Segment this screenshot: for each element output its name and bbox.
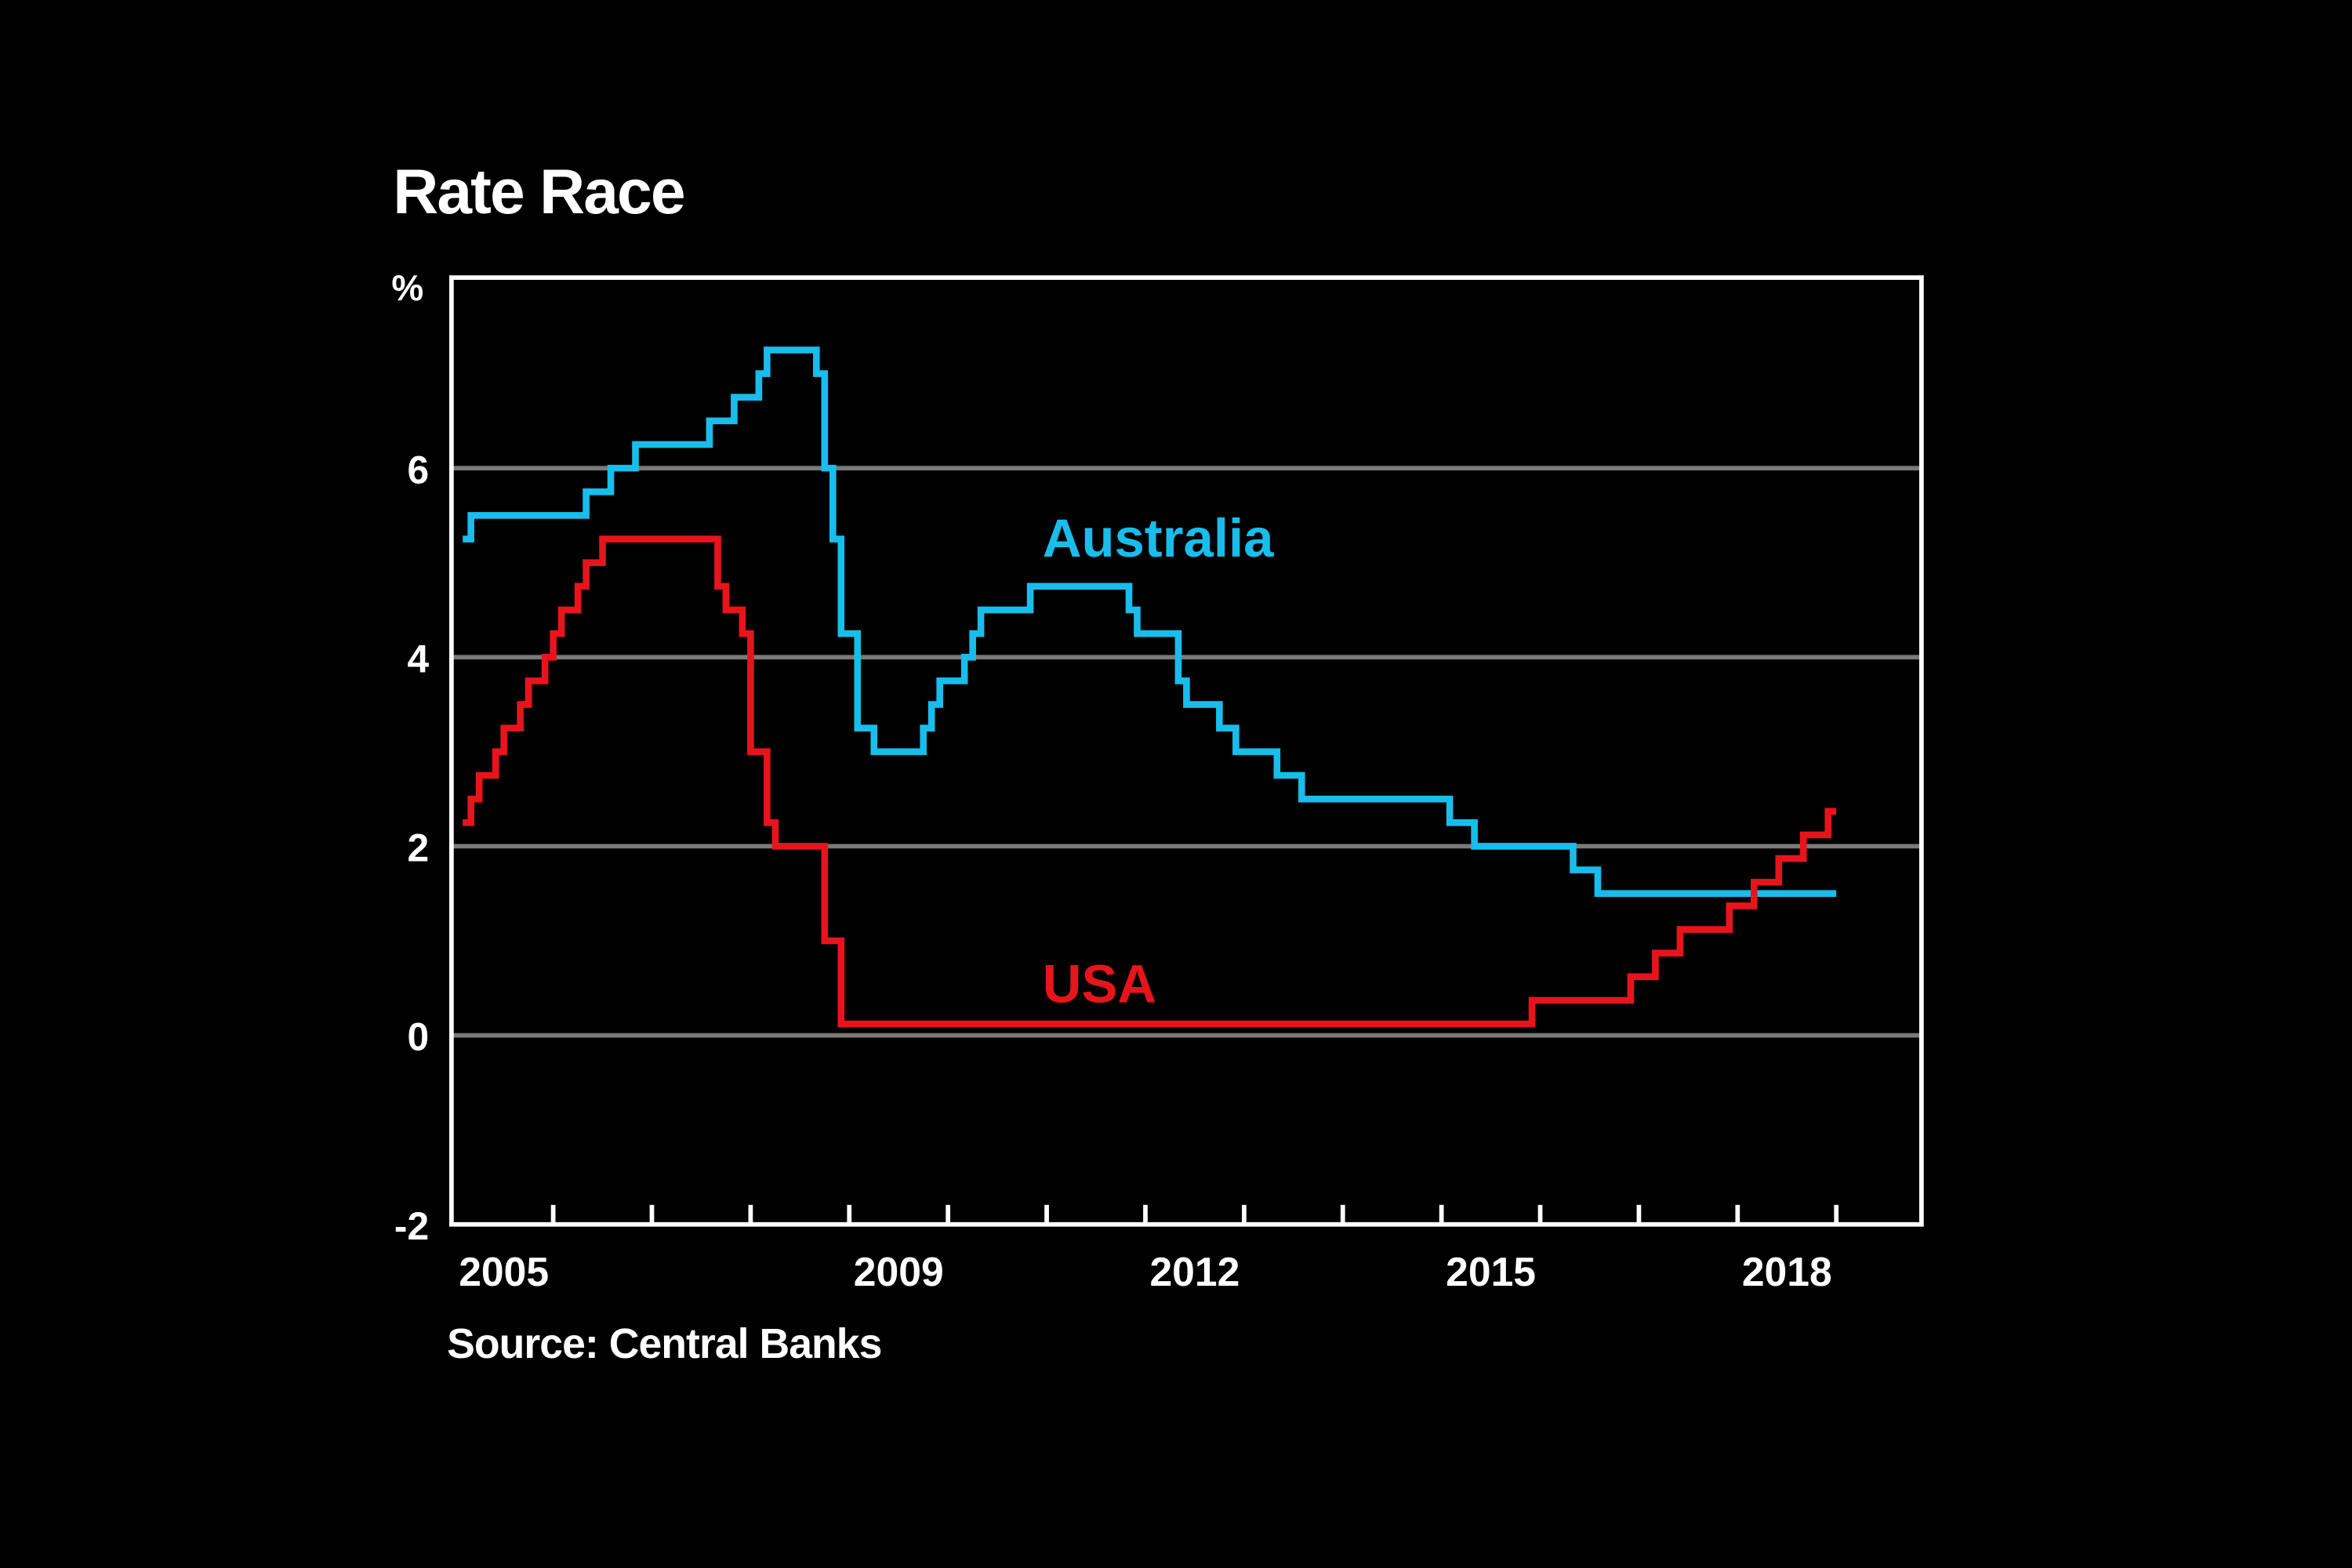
x-tick-label: 2015 — [1446, 1249, 1536, 1294]
plot-frame — [449, 275, 1924, 1227]
source-note: Source: Central Banks — [447, 1321, 881, 1367]
x-tick-label: 2018 — [1742, 1249, 1832, 1294]
gridlines — [451, 466, 1922, 1038]
x-tick-label: 2005 — [459, 1249, 549, 1294]
series-label-usa: USA — [1043, 953, 1156, 1014]
y-tick-label: 4 — [408, 637, 430, 681]
y-tick-label: -2 — [394, 1204, 429, 1248]
series-line-usa — [463, 535, 1837, 1028]
y-tick-label: 6 — [408, 448, 430, 492]
axis-ticks: -2 0 2 4 6 2005 2009 2012 2015 2018 — [394, 448, 1839, 1294]
chart-title: Rate Race — [393, 157, 684, 227]
x-tick-label: 2012 — [1149, 1249, 1240, 1294]
y-axis-unit-label: % — [391, 267, 423, 308]
series-label-australia: Australia — [1043, 508, 1274, 568]
series-line-australia — [463, 347, 1837, 898]
y-tick-label: 0 — [408, 1015, 430, 1059]
series-lines — [463, 347, 1837, 1028]
x-tick-label: 2009 — [854, 1249, 944, 1294]
y-tick-label: 2 — [408, 826, 430, 870]
